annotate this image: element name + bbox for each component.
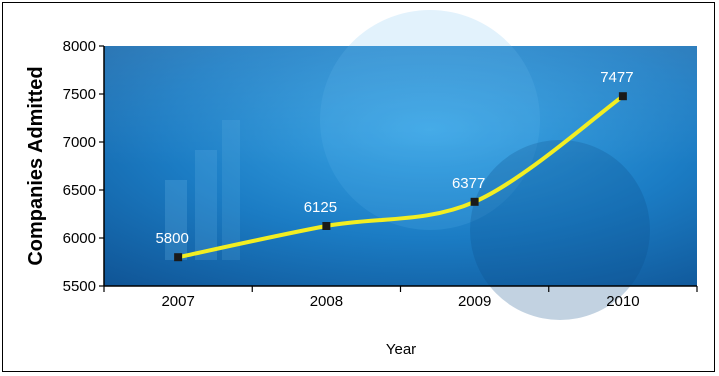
x-tick-label: 2008	[310, 293, 343, 310]
x-tick-label: 2010	[606, 293, 639, 310]
data-point	[470, 197, 479, 206]
x-tick-label: 2009	[458, 293, 491, 310]
y-tick-label: 7500	[63, 86, 96, 103]
data-label: 6125	[304, 199, 337, 216]
data-label: 5800	[155, 230, 188, 247]
data-label: 6377	[452, 175, 485, 192]
x-tick-label: 2007	[161, 293, 194, 310]
data-points	[174, 92, 627, 262]
y-tick-label: 6000	[63, 230, 96, 247]
plot-background	[104, 10, 697, 320]
y-tick-label: 7000	[63, 134, 96, 151]
y-axis-label: Companies Admitted	[25, 66, 47, 265]
y-ticks: 5500 6000 6500 7000 7500 8000	[63, 38, 104, 295]
y-tick-label: 8000	[63, 38, 96, 55]
x-ticks: 2007 2008 2009 2010	[103, 286, 698, 310]
data-point	[174, 253, 183, 262]
data-point	[618, 92, 627, 101]
data-label: 7477	[600, 69, 633, 86]
data-labels: 5800 6125 6377 7477	[155, 69, 633, 247]
y-tick-label: 5500	[63, 278, 96, 295]
series-line	[176, 94, 625, 260]
y-tick-label: 6500	[63, 182, 96, 199]
data-point	[322, 222, 331, 230]
x-axis-label: Year	[386, 341, 416, 358]
